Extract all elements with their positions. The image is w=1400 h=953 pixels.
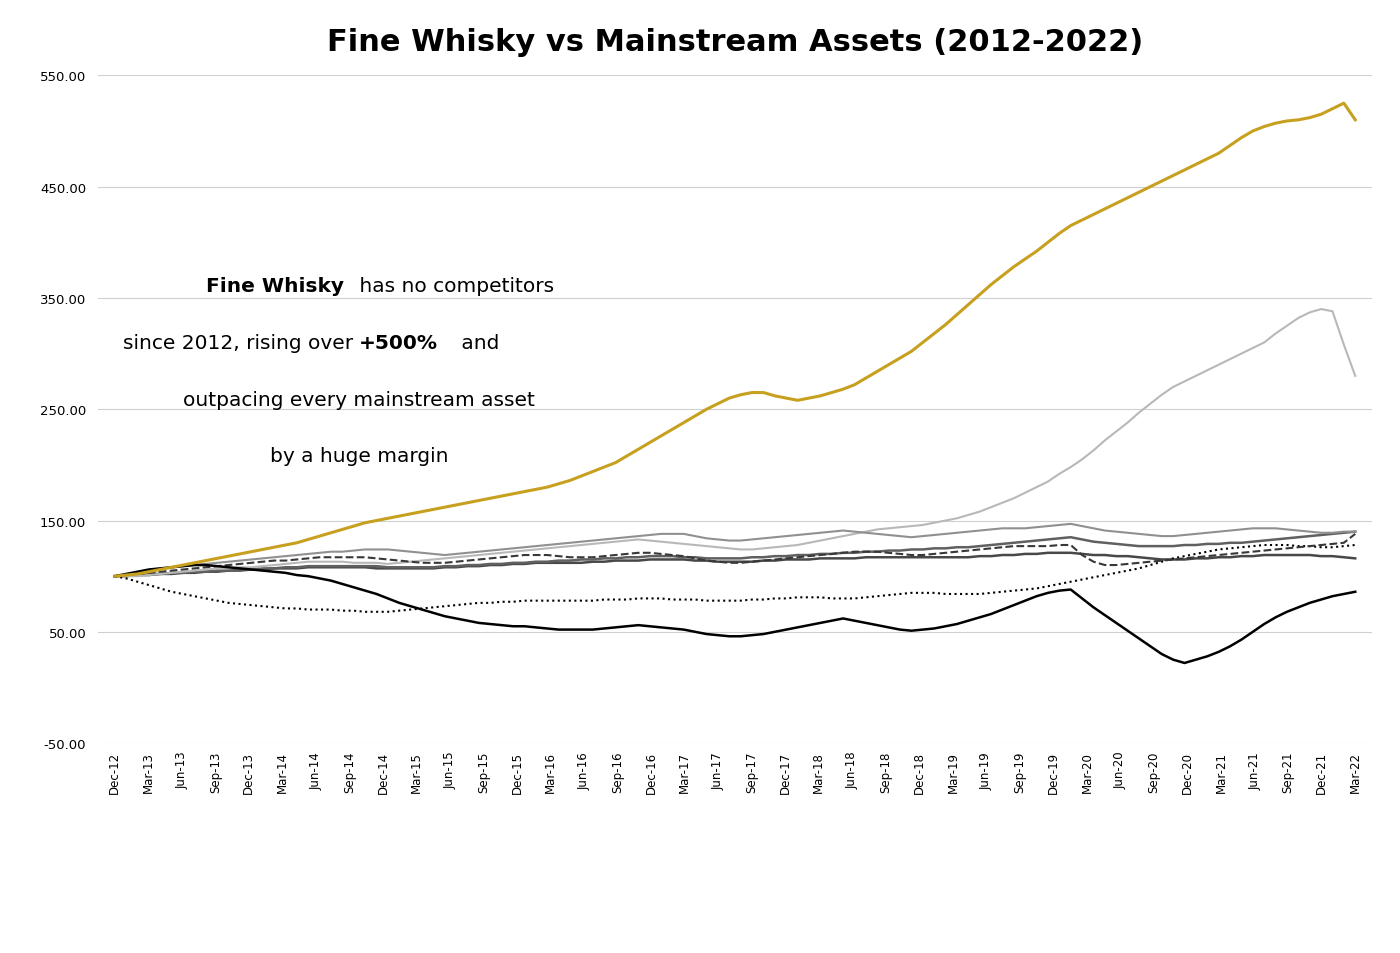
Text: has no competitors: has no competitors	[353, 277, 554, 295]
Text: outpacing every mainstream asset: outpacing every mainstream asset	[183, 391, 535, 409]
Text: Fine Whisky: Fine Whisky	[206, 277, 344, 295]
Text: since 2012, rising over: since 2012, rising over	[123, 334, 360, 353]
Title: Fine Whisky vs Mainstream Assets (2012-2022): Fine Whisky vs Mainstream Assets (2012-2…	[326, 29, 1144, 57]
Text: and: and	[455, 334, 498, 353]
Text: by a huge margin: by a huge margin	[270, 447, 448, 466]
Text: +500%: +500%	[360, 334, 438, 353]
